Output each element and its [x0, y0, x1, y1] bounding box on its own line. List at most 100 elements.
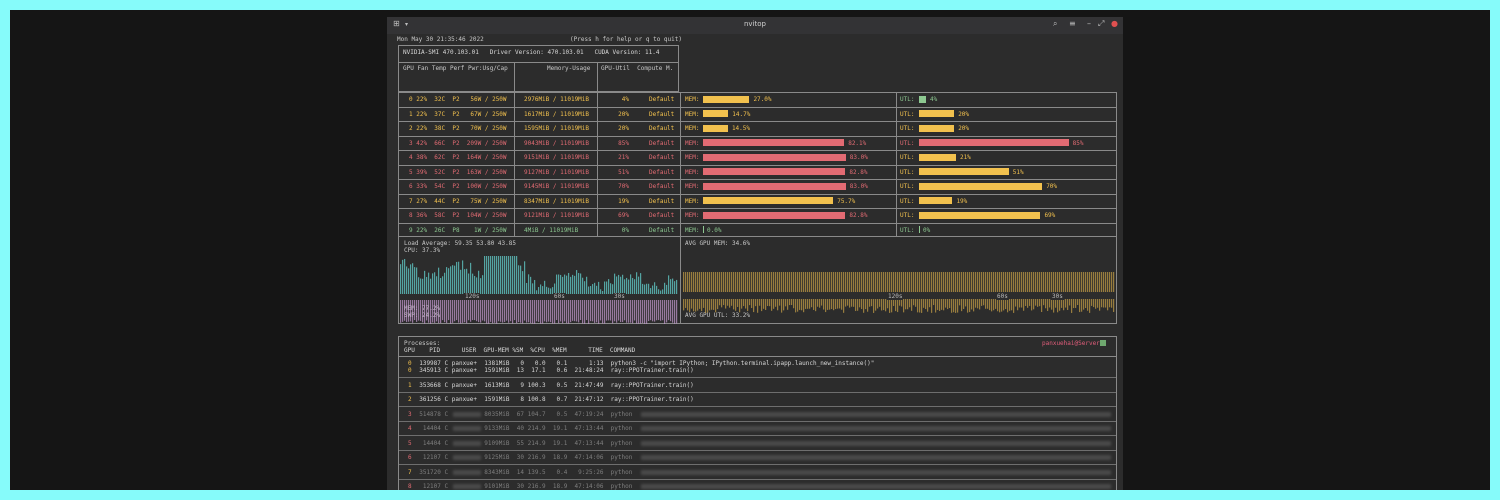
col-gpu-header: GPU Fan Temp Perf Pwr:Usg/Cap [403, 65, 508, 72]
process-gpu-index: 6 [408, 454, 412, 461]
gpu-util-bar [919, 153, 956, 161]
util-bar-prefix: UTL: [900, 168, 915, 176]
gpu-util: 19% [618, 197, 629, 205]
gpu-util-bar-label: 0% [923, 226, 931, 234]
graph-tick-label: 30s [1051, 293, 1064, 300]
gpu-util-bar-label: 20% [958, 110, 970, 118]
gpu-compute-mode: Default [649, 125, 675, 132]
gpu-compute-mode: Default [649, 197, 675, 205]
gpu-stats: 9 22% 26C P8 1W / 250W [409, 226, 507, 234]
gpu-mem-bar [703, 139, 845, 146]
gpu-util: 85% [618, 139, 629, 147]
gpu-util: 51% [618, 168, 629, 176]
gpu-mem-bar-label: 14.5% [731, 125, 750, 132]
terminal-content: Mon May 30 21:35:46 2022 (Press h for he… [387, 34, 1123, 490]
gpu-mem-bar-label: 82.8% [849, 212, 868, 219]
util-bar-prefix: UTL: [900, 125, 915, 132]
mem-bar-prefix: MEM: [685, 139, 700, 147]
gpu-util: 20% [618, 125, 629, 132]
gpu-compute-mode: Default [649, 110, 675, 118]
gpu-mem-usage: 8347MiB / 11019MiB [524, 197, 590, 205]
gpu-mem-bar-label: 14.7% [732, 110, 751, 118]
gpu-util-bar [919, 226, 920, 233]
graph-tick-label: 120s [464, 293, 481, 300]
process-gpu-index: 2 [408, 396, 412, 403]
close-icon[interactable]: ● [1111, 19, 1118, 28]
mem-bar-prefix: MEM: [685, 212, 700, 219]
mem-bar-prefix: MEM: [685, 168, 700, 176]
gpu-util-bar-label: 4% [930, 96, 938, 103]
gpu-mem-bar [703, 95, 750, 103]
gpu-compute-mode: Default [649, 226, 675, 234]
util-bar-prefix: UTL: [900, 154, 915, 161]
gpu-util: 20% [618, 110, 629, 118]
gpu-util-bar [919, 139, 1069, 146]
gpu-util-bar [919, 197, 953, 204]
gpu-mem-bar [703, 110, 729, 117]
gpu-compute-mode: Default [649, 212, 675, 219]
menu-icon[interactable]: ≡ [1069, 19, 1076, 28]
gpu-compute-mode: Default [649, 96, 675, 103]
smi-info: NVIDIA-SMI 470.103.01 Driver Version: 47… [403, 49, 660, 56]
terminal-window: ⊞ ▾ nvitop ⌕ ≡ – ⤢ ● Mon May 30 21:35:46… [387, 17, 1123, 490]
processes-label: Processes: [404, 340, 441, 347]
process-info: 345913 C panxue+ 1591MiB 13 17.1 0.6 21:… [412, 367, 694, 374]
gpu-stats: 6 33% 54C P2 100W / 250W [409, 183, 507, 190]
title-bar: ⊞ ▾ nvitop ⌕ ≡ – ⤢ ● [387, 17, 1123, 34]
gpu-util: 0% [621, 226, 629, 234]
process-info: 14404 C 9109MiB 55 214.9 19.1 47:13:44 p… [412, 439, 633, 447]
chevron-down-icon[interactable]: ▾ [405, 21, 409, 28]
gpu-stats: 3 42% 66C P2 209W / 250W [409, 139, 507, 147]
desktop-background: ⊞ ▾ nvitop ⌕ ≡ – ⤢ ● Mon May 30 21:35:46… [10, 10, 1490, 490]
redacted-user [453, 484, 481, 489]
gpu-mem-usage: 1617MiB / 11019MiB [524, 110, 590, 118]
redacted-user [453, 455, 481, 460]
gpu-stats: 1 22% 37C P2 67W / 250W [409, 110, 507, 118]
gpu-compute-mode: Default [649, 139, 675, 147]
mem-bar-prefix: MEM: [685, 183, 700, 190]
host-panel [398, 236, 1117, 324]
gpu-mem-bar-label: 82.1% [848, 139, 867, 147]
redacted-user [453, 440, 481, 446]
graph-tick-label: 120s [887, 293, 904, 300]
mem-bar-prefix: MEM: [685, 226, 700, 234]
gpu-mem-bar-label: 82.8% [849, 168, 868, 176]
new-tab-icon[interactable]: ⊞ [393, 19, 400, 28]
gpu-util-bar [919, 95, 927, 103]
redacted-user [453, 411, 481, 417]
util-bar-prefix: UTL: [900, 110, 915, 118]
gpu-mem-bar [703, 211, 846, 219]
gpu-mem-usage: 9127MiB / 11019MiB [524, 168, 590, 176]
process-info: 361256 C panxue+ 1591MiB 8 100.8 0.7 21:… [412, 396, 694, 403]
gpu-util-bar-label: 85% [1072, 139, 1084, 147]
maximize-icon[interactable]: ⤢ [1098, 19, 1105, 28]
redacted-user [453, 469, 481, 475]
util-bar-prefix: UTL: [900, 183, 915, 190]
gpu-mem-usage: 2976MiB / 11019MiB [524, 96, 590, 103]
gpu-stats: 4 38% 62C P2 164W / 250W [409, 154, 507, 161]
redacted-command [641, 426, 1111, 431]
gpu-mem-usage: 9043MiB / 11019MiB [524, 139, 590, 147]
graph-tick-label: 60s [996, 293, 1009, 300]
process-info: 139987 C panxue+ 1381MiB 0 0.0 0.1 1:13 … [412, 360, 875, 367]
search-icon[interactable]: ⌕ [1053, 19, 1058, 28]
util-bar-prefix: UTL: [900, 212, 915, 219]
gpu-mem-bar [703, 226, 704, 233]
gpu-mem-usage: 4MiB / 11019MiB [524, 226, 579, 234]
gpu-util-bar-label: 19% [956, 197, 968, 205]
cpu-percent: CPU: 37.3% [404, 247, 441, 254]
gpu-mem-bar [703, 124, 728, 132]
process-gpu-index: 0 [408, 367, 412, 374]
minimize-icon[interactable]: – [1087, 19, 1091, 28]
gpu-mem-bar [703, 182, 846, 190]
gpu-util-bar [919, 124, 955, 132]
util-bar-prefix: UTL: [900, 197, 915, 205]
process-gpu-index: 7 [408, 468, 412, 476]
process-panel [398, 336, 1117, 490]
col-util-header: GPU-Util Compute M. [601, 65, 674, 72]
gpu-util-bar-label: 51% [1012, 168, 1024, 176]
mem-bar-prefix: MEM: [685, 125, 700, 132]
gpu-compute-mode: Default [649, 154, 675, 161]
mem-bar-prefix: MEM: [685, 197, 700, 205]
gpu-util-bar-label: 70% [1046, 183, 1058, 190]
